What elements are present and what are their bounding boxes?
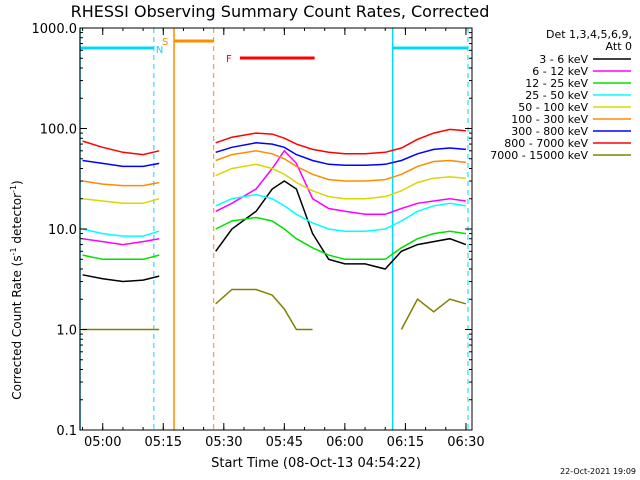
x-axis-label: Start Time (08-Oct-13 04:54:22)	[211, 456, 421, 471]
series-line-4-seg-0	[82, 197, 160, 205]
series-line-2-seg-0	[82, 254, 160, 261]
series-line-2-seg-1	[215, 216, 467, 261]
x-tick-label-2: 05:30	[205, 435, 242, 450]
plot-frame	[79, 27, 473, 431]
flag-label-F: F	[226, 54, 232, 65]
series-line-8-seg-1	[215, 288, 313, 331]
flag-label-S: S	[162, 37, 168, 48]
y-tick-label-1: 1.0	[56, 324, 77, 339]
legend-label-3: 25 - 50 keV	[525, 89, 588, 102]
legend-label-5: 100 - 300 keV	[511, 113, 588, 126]
x-tick-label-5: 06:15	[387, 435, 424, 450]
render-timestamp: 22-Oct-2021 19:09	[560, 467, 636, 476]
x-tick-label-3: 05:45	[266, 435, 303, 450]
series-line-6-seg-0	[82, 159, 160, 168]
legend-header-attenuator: Att 0	[606, 40, 632, 53]
y-tick-label-0: 0.1	[56, 424, 77, 439]
x-tick-label-1: 05:15	[145, 435, 182, 450]
legend-label-4: 50 - 100 keV	[518, 101, 588, 114]
legend-label-2: 12 - 25 keV	[525, 77, 588, 90]
series-line-4-seg-1	[215, 163, 466, 200]
y-tick-label-2: 10.0	[48, 223, 77, 238]
x-tick-label-0: 05:00	[84, 435, 121, 450]
legend-label-8: 7000 - 15000 keV	[490, 149, 588, 162]
legend-header-detectors: Det 1,3,4,5,6,9,	[546, 28, 632, 41]
x-tick-label-6: 06:30	[447, 435, 484, 450]
series-line-1-seg-1	[215, 149, 467, 216]
legend-label-0: 3 - 6 keV	[539, 53, 588, 66]
series-line-7-seg-1	[215, 128, 466, 155]
series-line-5-seg-0	[82, 180, 160, 187]
y-tick-label-3: 100.0	[40, 123, 77, 138]
legend-label-7: 800 - 7000 keV	[504, 137, 588, 150]
axes: 05:00 05:15 05:30 05:45 06:00 06:15 06:30 0.1 1.…	[32, 22, 485, 450]
series-line-0-seg-1	[215, 180, 467, 270]
chart-title: RHESSI Observing Summary Count Rates, Co…	[71, 2, 490, 21]
series-line-8-seg-2	[400, 298, 467, 330]
y-tick-label-4: 1000.0	[32, 22, 78, 37]
legend-label-1: 6 - 12 keV	[532, 65, 588, 78]
series-line-7-seg-0	[82, 140, 160, 156]
observing-markers: NS F	[79, 28, 469, 430]
series-line-5-seg-1	[215, 150, 466, 182]
legend-label-6: 300 - 800 keV	[511, 125, 588, 138]
y-axis-label: Corrected Count Rate (s-1 detector-1)	[9, 180, 24, 399]
series-line-3-seg-1	[215, 193, 467, 232]
series-line-1-seg-0	[82, 237, 160, 246]
series-line-3-seg-0	[82, 228, 160, 237]
x-tick-label-4: 06:00	[326, 435, 363, 450]
series-lines	[82, 128, 467, 331]
flag-label-N: N	[156, 45, 163, 56]
series-line-0-seg-0	[82, 274, 160, 283]
series-line-6-seg-1	[215, 142, 466, 167]
